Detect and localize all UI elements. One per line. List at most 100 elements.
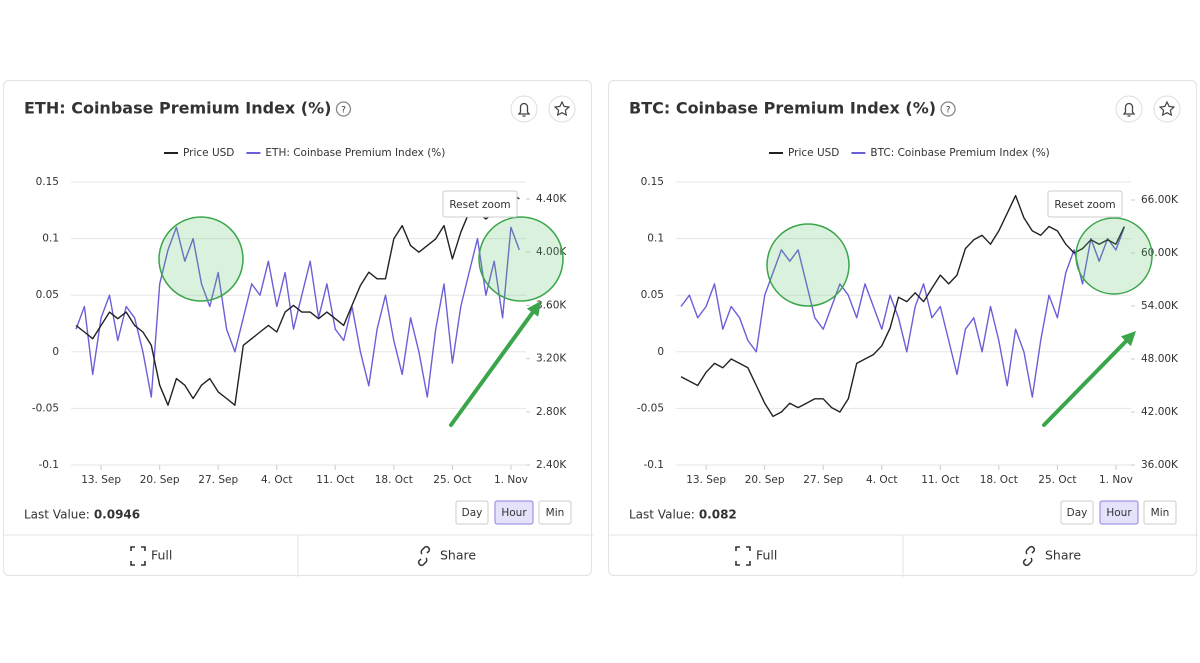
help-mark: ?: [946, 106, 951, 116]
bell-icon: [517, 102, 531, 117]
y2-tick-label: 60.00K: [1141, 247, 1179, 259]
full-button[interactable]: [609, 536, 902, 576]
y2-tick-label: 2.80K: [536, 406, 567, 418]
y-tick-label: 0.05: [641, 289, 664, 301]
help-mark: ?: [341, 106, 346, 116]
help-icon: [940, 101, 956, 117]
y2-tick-label: 48.00K: [1141, 353, 1179, 365]
x-tick-label: 20. Sep: [745, 474, 785, 486]
y-tick-label: 0.1: [42, 233, 59, 245]
y-tick-label: 0.15: [36, 176, 59, 188]
x-tick-label: 20. Sep: [140, 474, 180, 486]
y-tick-label: -0.05: [32, 402, 59, 414]
full-icon: [735, 546, 751, 566]
legend-label: BTC: Coinbase Premium Index (%): [870, 147, 1049, 159]
x-tick-label: 4. Oct: [261, 474, 293, 486]
y2-tick-label: 4.40K: [536, 193, 567, 205]
x-tick-label: 1. Nov: [494, 474, 528, 486]
interval-label: Min: [546, 507, 565, 519]
series-line: [75, 226, 520, 398]
interval-label: Day: [462, 507, 483, 519]
chart-card: BTC: Coinbase Premium Index (%)? Price US…: [608, 80, 1198, 577]
interval-label: Min: [1151, 507, 1170, 519]
interval-button[interactable]: [538, 500, 572, 525]
y2-tick-label: 2.40K: [536, 459, 567, 471]
x-tick-label: 25. Oct: [433, 474, 471, 486]
reset-zoom-button[interactable]: [442, 190, 518, 218]
y-tick-label: 0: [657, 346, 664, 358]
reset-zoom-button[interactable]: [1047, 190, 1123, 218]
bell-icon: [1122, 102, 1136, 117]
y2-tick-label: 4.00K: [536, 246, 567, 258]
y-tick-label: 0: [52, 346, 59, 358]
card-title: ETH: Coinbase Premium Index (%): [24, 99, 331, 118]
x-tick-label: 27. Sep: [198, 474, 238, 486]
full-icon: [130, 546, 146, 566]
y-tick-label: -0.1: [644, 459, 665, 471]
interval-button[interactable]: [1060, 500, 1094, 525]
legend-label: Price USD: [788, 147, 839, 159]
series-line: [75, 191, 520, 406]
share-button[interactable]: [299, 536, 592, 576]
y2-tick-label: 66.00K: [1141, 194, 1179, 206]
alert-button[interactable]: [1115, 95, 1143, 123]
star-icon: [553, 100, 571, 117]
star-icon: [1158, 100, 1176, 117]
highlight-circle: [158, 216, 244, 302]
full-label: Full: [151, 548, 172, 563]
y2-tick-label: 54.00K: [1141, 300, 1179, 312]
alert-button[interactable]: [510, 95, 538, 123]
y-tick-label: 0.05: [36, 289, 59, 301]
highlight-circle: [478, 216, 564, 302]
x-tick-label: 13. Sep: [686, 474, 726, 486]
interval-button[interactable]: [494, 500, 534, 525]
help-icon: [335, 101, 352, 117]
card-title: BTC: Coinbase Premium Index (%): [629, 99, 936, 118]
arrow-head: [526, 301, 541, 317]
chart-card: ETH: Coinbase Premium Index (%)? Price US…: [3, 80, 593, 577]
x-tick-label: 11. Oct: [316, 474, 354, 486]
interval-label: Day: [1067, 507, 1088, 519]
y2-tick-label: 3.60K: [536, 299, 567, 311]
favorite-button[interactable]: [548, 95, 576, 123]
share-label: Share: [1045, 548, 1081, 563]
x-tick-label: 1. Nov: [1099, 474, 1133, 486]
share-icon: [1022, 545, 1036, 567]
y2-tick-label: 42.00K: [1141, 406, 1179, 418]
trend-arrow: [1042, 336, 1132, 427]
reset-zoom-label: Reset zoom: [449, 199, 510, 211]
last-value-label: Last Value:: [24, 508, 90, 522]
x-tick-label: 25. Oct: [1038, 474, 1076, 486]
share-label: Share: [440, 548, 476, 563]
x-tick-label: 18. Oct: [980, 474, 1018, 486]
legend-label: ETH: Coinbase Premium Index (%): [265, 147, 445, 159]
trend-arrow: [449, 307, 538, 427]
y-tick-label: -0.05: [637, 402, 664, 414]
y2-tick-label: 3.20K: [536, 353, 567, 365]
series-line: [680, 194, 1125, 418]
share-button[interactable]: [904, 536, 1197, 576]
card-canvas: BTC: Coinbase Premium Index (%) ? Price US…: [609, 95, 1198, 577]
x-tick-label: 13. Sep: [81, 474, 121, 486]
last-value-label: Last Value:: [629, 508, 695, 522]
y2-tick-label: 36.00K: [1141, 459, 1179, 471]
interval-label: Hour: [1106, 507, 1132, 519]
favorite-button[interactable]: [1153, 95, 1181, 123]
x-tick-label: 18. Oct: [375, 474, 413, 486]
reset-zoom-label: Reset zoom: [1054, 199, 1115, 211]
interval-button[interactable]: [1143, 500, 1177, 525]
card-canvas: ETH: Coinbase Premium Index (%) ? Price US…: [4, 95, 593, 577]
highlight-circle: [766, 223, 850, 307]
arrow-head: [1120, 331, 1136, 347]
x-tick-label: 27. Sep: [803, 474, 843, 486]
x-tick-label: 11. Oct: [921, 474, 959, 486]
full-button[interactable]: [4, 536, 297, 576]
last-value: 0.0946: [94, 508, 140, 522]
legend-label: Price USD: [183, 147, 234, 159]
interval-button[interactable]: [1099, 500, 1139, 525]
interval-label: Hour: [501, 507, 527, 519]
interval-button[interactable]: [455, 500, 489, 525]
full-label: Full: [756, 548, 777, 563]
x-tick-label: 4. Oct: [866, 474, 898, 486]
share-icon: [417, 545, 431, 567]
